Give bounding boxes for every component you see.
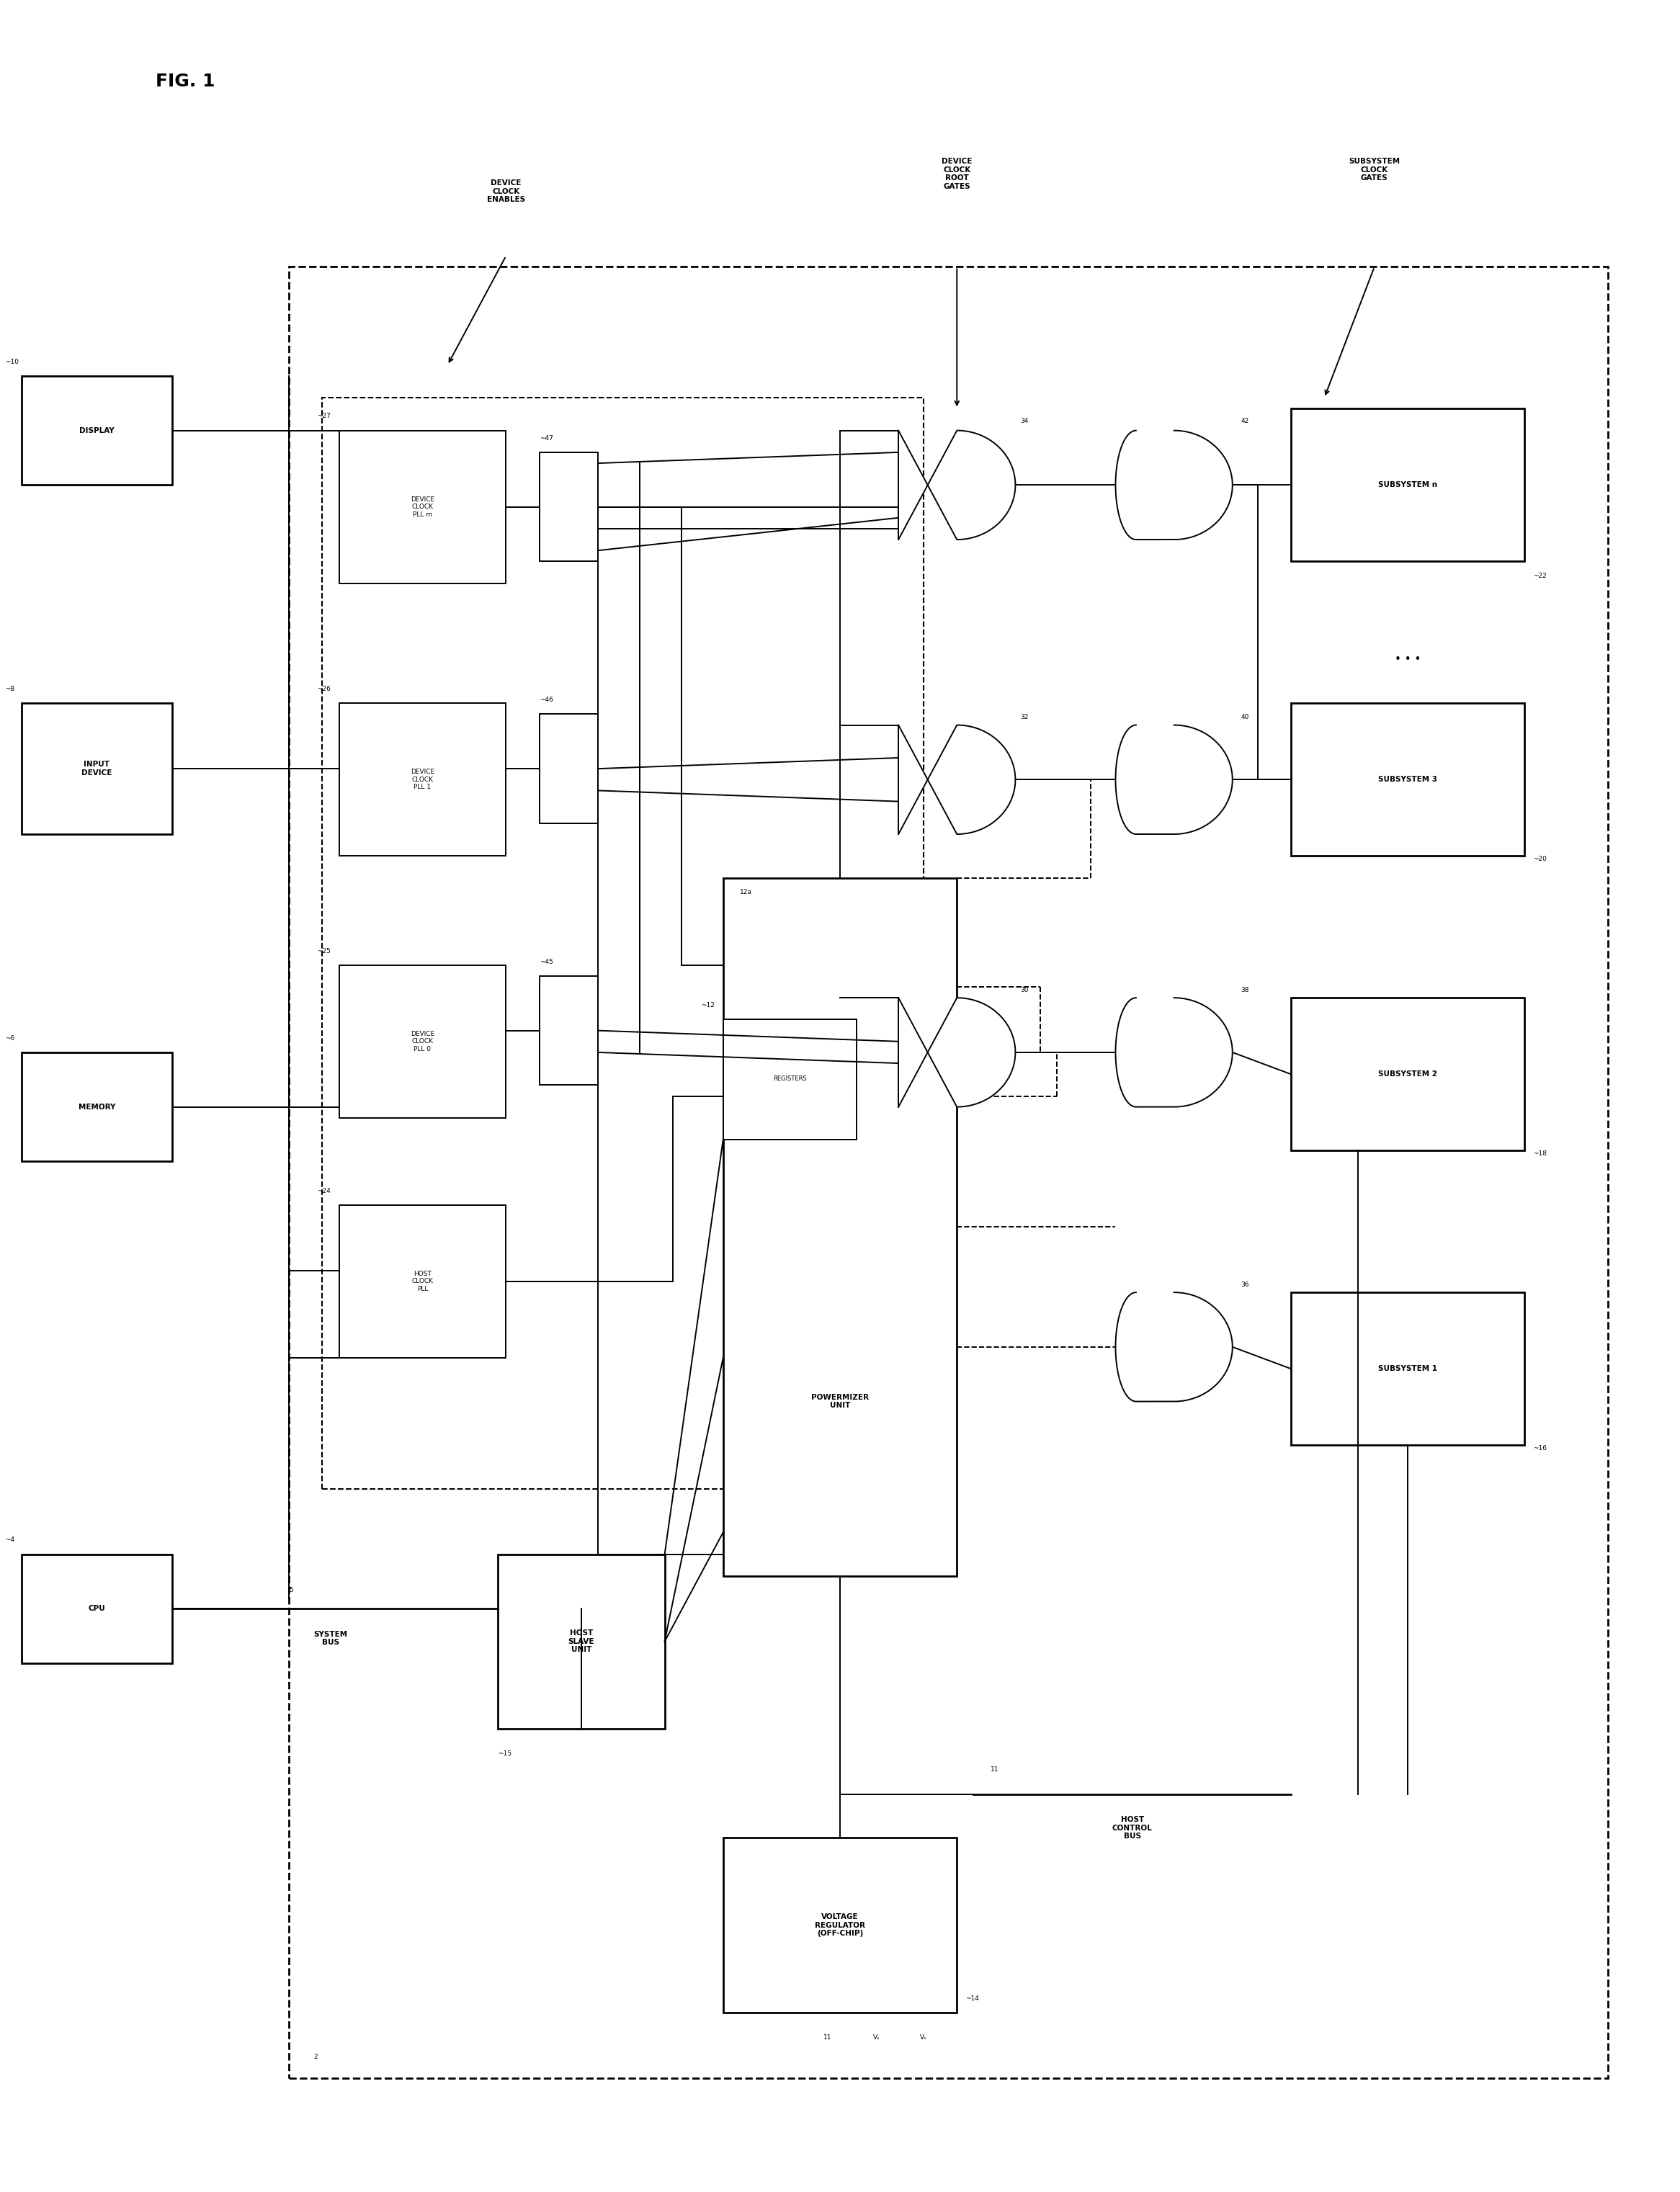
- Text: FIG. 1: FIG. 1: [155, 72, 215, 90]
- Bar: [539, 975, 598, 1085]
- Bar: [323, 397, 924, 1488]
- Text: 36: 36: [1242, 1282, 1250, 1289]
- Text: ~6: ~6: [5, 1035, 15, 1041]
- Text: 40: 40: [1242, 715, 1248, 721]
- Text: 11: 11: [823, 2034, 832, 2041]
- Bar: [722, 1837, 958, 2012]
- Text: VOLTAGE
REGULATOR
(OFF-CHIP): VOLTAGE REGULATOR (OFF-CHIP): [815, 1914, 865, 1938]
- Text: DEVICE
CLOCK
PLL 0: DEVICE CLOCK PLL 0: [410, 1030, 435, 1052]
- Bar: [1290, 408, 1525, 561]
- Bar: [289, 267, 1608, 2078]
- Polygon shape: [899, 430, 1015, 539]
- Text: INPUT
DEVICE: INPUT DEVICE: [82, 761, 113, 776]
- Text: 2: 2: [314, 2054, 318, 2060]
- Text: ~14: ~14: [966, 1995, 979, 2001]
- Text: DEVICE
CLOCK
PLL 1: DEVICE CLOCK PLL 1: [410, 769, 435, 791]
- Text: SYSTEM
BUS: SYSTEM BUS: [314, 1631, 348, 1646]
- Text: Vₛ: Vₛ: [921, 2034, 927, 2041]
- Text: ~18: ~18: [1534, 1151, 1547, 1157]
- Bar: [1290, 997, 1525, 1151]
- Text: HOST
CLOCK
PLL: HOST CLOCK PLL: [412, 1271, 433, 1293]
- Text: 5: 5: [289, 1587, 292, 1594]
- Text: SUBSYSTEM 1: SUBSYSTEM 1: [1378, 1366, 1438, 1372]
- Text: ~46: ~46: [539, 697, 553, 704]
- Polygon shape: [899, 726, 1015, 835]
- Bar: [539, 715, 598, 824]
- Text: CPU: CPU: [89, 1605, 106, 1613]
- Bar: [1290, 704, 1525, 857]
- Text: ~16: ~16: [1534, 1445, 1547, 1451]
- Bar: [339, 704, 506, 857]
- Text: SUBSYSTEM 2: SUBSYSTEM 2: [1378, 1070, 1438, 1078]
- Polygon shape: [1116, 997, 1233, 1107]
- Text: 34: 34: [1020, 416, 1028, 423]
- Text: 30: 30: [1020, 986, 1028, 993]
- Text: ~26: ~26: [318, 686, 331, 693]
- Bar: [539, 452, 598, 561]
- Text: ~10: ~10: [5, 359, 18, 366]
- Text: SUBSYSTEM 3: SUBSYSTEM 3: [1378, 776, 1438, 783]
- Bar: [497, 1554, 665, 1729]
- Text: ~22: ~22: [1534, 572, 1547, 579]
- Text: 38: 38: [1242, 986, 1250, 993]
- Text: ~12: ~12: [701, 1002, 714, 1008]
- Bar: [1290, 1293, 1525, 1445]
- Text: DEVICE
CLOCK
ROOT
GATES: DEVICE CLOCK ROOT GATES: [941, 158, 973, 191]
- Text: ~27: ~27: [318, 412, 331, 419]
- Text: 32: 32: [1020, 715, 1028, 721]
- Text: SUBSYSTEM n: SUBSYSTEM n: [1378, 482, 1438, 489]
- Text: MEMORY: MEMORY: [79, 1103, 116, 1111]
- Text: ~24: ~24: [318, 1188, 331, 1195]
- Text: POWERMIZER
UNIT: POWERMIZER UNIT: [811, 1394, 869, 1409]
- Text: HOST
CONTROL
BUS: HOST CONTROL BUS: [1112, 1815, 1152, 1839]
- Text: 42: 42: [1242, 416, 1248, 423]
- Text: SUBSYSTEM
CLOCK
GATES: SUBSYSTEM CLOCK GATES: [1349, 158, 1399, 182]
- Bar: [339, 1206, 506, 1357]
- Text: HOST
SLAVE
UNIT: HOST SLAVE UNIT: [568, 1629, 595, 1653]
- Text: Vₛ: Vₛ: [874, 2034, 880, 2041]
- Text: 12a: 12a: [739, 888, 753, 894]
- Text: ~20: ~20: [1534, 857, 1547, 861]
- Text: ~45: ~45: [539, 958, 553, 964]
- Bar: [22, 704, 171, 835]
- Bar: [339, 964, 506, 1118]
- Text: DISPLAY: DISPLAY: [79, 427, 114, 434]
- Text: 11: 11: [990, 1767, 998, 1773]
- Text: ~8: ~8: [5, 686, 15, 693]
- Polygon shape: [899, 997, 1015, 1107]
- Bar: [722, 1019, 857, 1140]
- Text: • • •: • • •: [1394, 653, 1421, 664]
- Bar: [22, 1554, 171, 1664]
- Text: ~25: ~25: [318, 947, 331, 954]
- Polygon shape: [1116, 1293, 1233, 1401]
- Text: DEVICE
CLOCK
ENABLES: DEVICE CLOCK ENABLES: [487, 180, 526, 204]
- Polygon shape: [1116, 726, 1233, 835]
- Bar: [22, 1052, 171, 1162]
- Text: ~15: ~15: [497, 1751, 511, 1758]
- Bar: [22, 377, 171, 484]
- Text: REGISTERS: REGISTERS: [773, 1076, 806, 1083]
- Text: DEVICE
CLOCK
PLL m: DEVICE CLOCK PLL m: [410, 495, 435, 517]
- Bar: [722, 877, 958, 1576]
- Bar: [339, 430, 506, 583]
- Text: ~47: ~47: [539, 434, 553, 441]
- Text: ~4: ~4: [5, 1537, 15, 1543]
- Polygon shape: [1116, 430, 1233, 539]
